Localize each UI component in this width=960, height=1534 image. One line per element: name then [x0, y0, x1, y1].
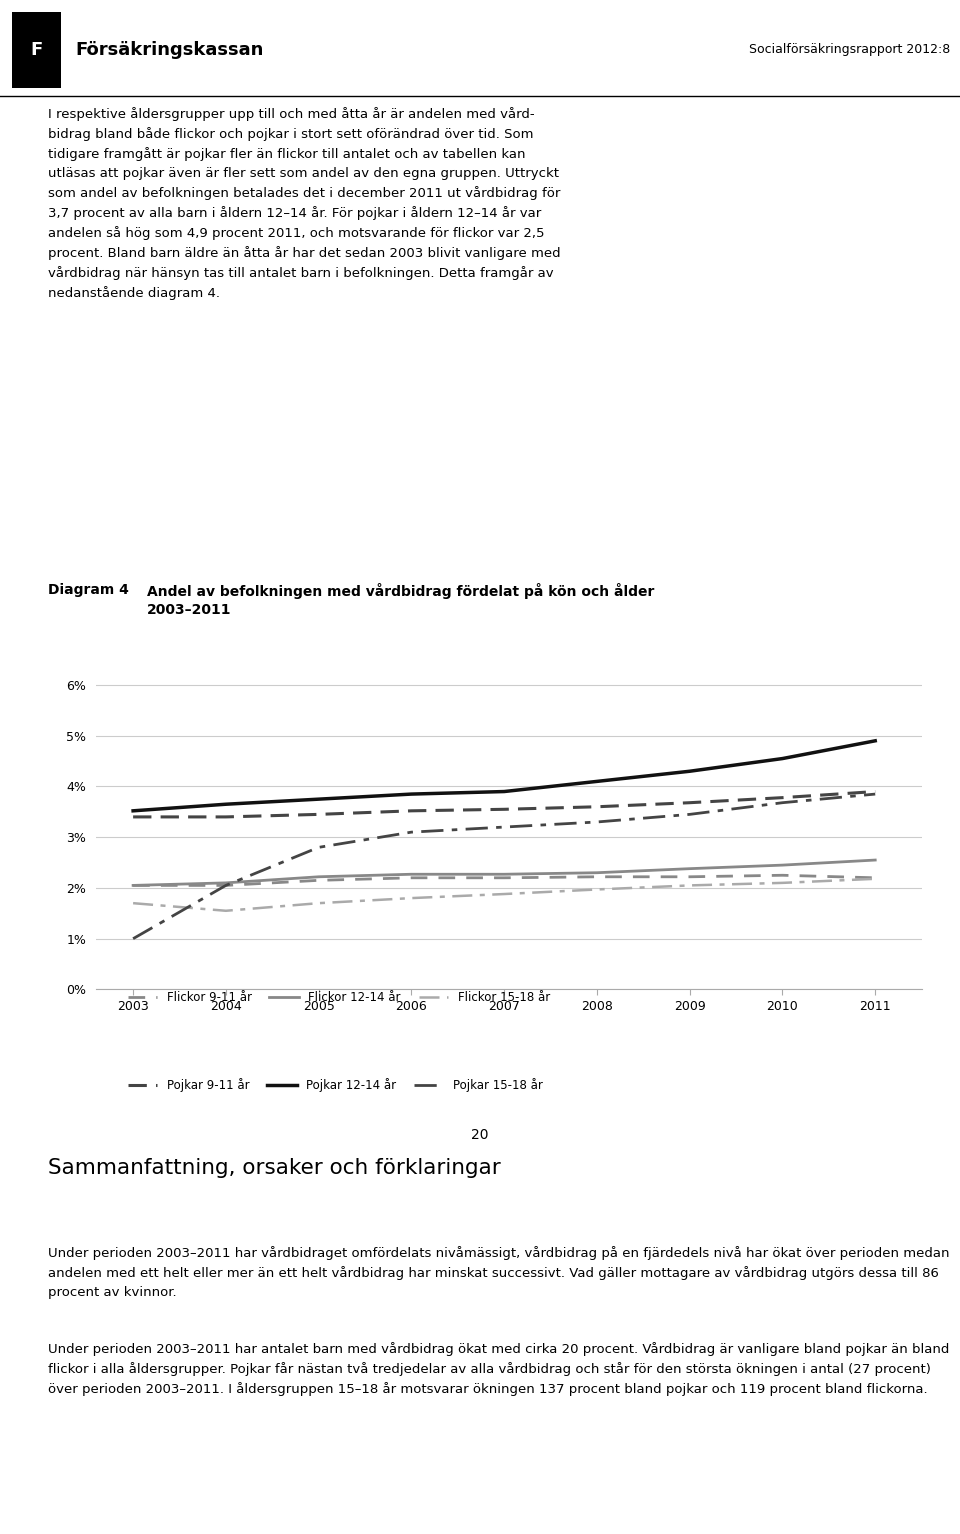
Text: Socialförsäkringsrapport 2012:8: Socialförsäkringsrapport 2012:8 [749, 43, 950, 57]
Text: Försäkringskassan: Försäkringskassan [75, 41, 263, 58]
Text: 20: 20 [471, 1127, 489, 1143]
Text: Under perioden 2003–2011 har antalet barn med vårdbidrag ökat med cirka 20 proce: Under perioden 2003–2011 har antalet bar… [48, 1342, 949, 1396]
Text: Under perioden 2003–2011 har vårdbidraget omfördelats nivåmässigt, vårdbidrag på: Under perioden 2003–2011 har vårdbidrage… [48, 1247, 949, 1299]
Legend: Pojkar 9-11 år, Pojkar 12-14 år, Pojkar 15-18 år: Pojkar 9-11 år, Pojkar 12-14 år, Pojkar … [123, 1072, 547, 1097]
Text: Diagram 4: Diagram 4 [48, 583, 129, 597]
Text: Sammanfattning, orsaker och förklaringar: Sammanfattning, orsaker och förklaringar [48, 1158, 501, 1178]
Text: I respektive åldersgrupper upp till och med åtta år är andelen med vård-
bidrag : I respektive åldersgrupper upp till och … [48, 107, 561, 299]
FancyBboxPatch shape [12, 12, 61, 87]
Text: Andel av befolkningen med vårdbidrag fördelat på kön och ålder
2003–2011: Andel av befolkningen med vårdbidrag för… [148, 583, 655, 617]
Text: F: F [31, 41, 42, 58]
